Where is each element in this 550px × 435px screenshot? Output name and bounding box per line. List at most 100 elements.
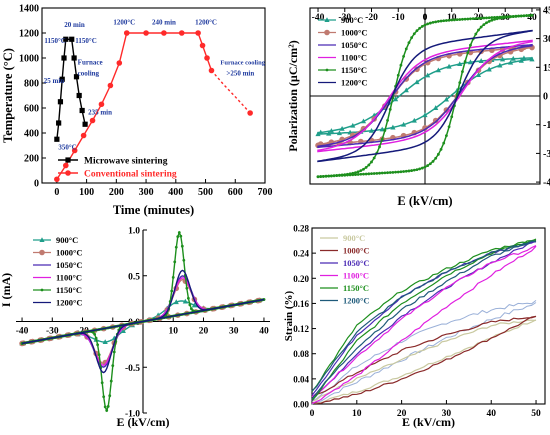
data-point xyxy=(173,260,177,264)
series-1100c xyxy=(311,245,537,404)
series-1200c xyxy=(21,269,265,374)
data-point xyxy=(486,66,492,72)
data-point xyxy=(186,296,190,300)
data-point xyxy=(446,63,452,69)
series-1000c xyxy=(311,315,537,404)
data-point xyxy=(431,20,435,24)
legend: 900°C 1000°C 1050°C 1100°C 1150°C 1200°C xyxy=(320,233,370,306)
data-point xyxy=(493,17,496,21)
data-point xyxy=(98,101,105,108)
data-point xyxy=(316,175,320,179)
data-point xyxy=(116,60,123,66)
legend-marker xyxy=(39,249,45,256)
data-point xyxy=(423,165,427,169)
series-conventional-sintering xyxy=(54,30,253,183)
legend-marker xyxy=(324,29,330,36)
data-point xyxy=(93,332,97,336)
data-point xyxy=(324,174,328,178)
data-point xyxy=(339,125,345,131)
data-point xyxy=(490,16,494,19)
data-point xyxy=(195,30,201,36)
data-point xyxy=(431,159,435,163)
data-point xyxy=(94,336,98,340)
data-point xyxy=(412,168,416,172)
annotation: 1150°C xyxy=(44,37,65,45)
data-point xyxy=(433,105,439,110)
x-tick-label: 600 xyxy=(228,187,243,198)
data-point xyxy=(319,175,323,178)
data-point xyxy=(469,17,472,21)
x-tick-label: 40 xyxy=(527,13,537,23)
data-point xyxy=(123,30,130,36)
x-tick-label: 0 xyxy=(310,409,315,419)
data-point xyxy=(443,96,449,102)
legend-label: 900°C xyxy=(341,15,363,25)
data-point xyxy=(375,171,379,175)
data-point xyxy=(477,16,480,20)
data-point xyxy=(328,128,334,133)
legend-label: 1200°C xyxy=(341,78,368,88)
data-point xyxy=(434,20,438,24)
data-point xyxy=(173,299,179,305)
data-point xyxy=(107,82,114,89)
y-tick-label: 800 xyxy=(24,79,39,90)
data-point xyxy=(529,56,535,62)
data-point xyxy=(356,170,360,174)
data-point xyxy=(479,25,483,29)
x-tick-label: 0 xyxy=(423,13,428,23)
y-tick-label: 0.08 xyxy=(293,349,309,359)
data-point xyxy=(420,166,424,170)
annotation: >250 min xyxy=(226,70,254,78)
x-tick-label: -10 xyxy=(392,13,405,23)
data-point xyxy=(106,404,110,408)
data-point xyxy=(422,112,428,118)
x-tick-label: -40 xyxy=(16,327,29,337)
data-point xyxy=(329,174,333,178)
data-point xyxy=(204,55,210,61)
data-point xyxy=(56,120,62,126)
data-point xyxy=(525,14,529,17)
y-axis-title: Polarization (µC/cm²) xyxy=(286,40,300,151)
x-axis-title: E (kV/cm) xyxy=(402,415,455,429)
data-point xyxy=(354,171,357,175)
data-point xyxy=(102,339,108,344)
data-point xyxy=(436,20,440,23)
data-point xyxy=(182,298,188,304)
data-point xyxy=(458,81,462,85)
series-line xyxy=(311,238,537,392)
data-point xyxy=(482,16,486,20)
legend-marker xyxy=(65,170,71,176)
series-line xyxy=(311,240,537,392)
data-point xyxy=(509,15,512,18)
data-point xyxy=(418,167,422,171)
y-tick-label: 1.0 xyxy=(128,227,140,237)
legend-label: 1000°C xyxy=(341,28,368,38)
data-point xyxy=(170,289,174,293)
y-tick-label: 600 xyxy=(24,104,39,115)
y-tick-label: 15 xyxy=(543,63,550,74)
panel-b-polarization-chart: -40-30-20-10010203040-45-30-150153045E (… xyxy=(286,5,550,208)
data-point xyxy=(498,15,502,19)
data-point xyxy=(112,350,116,354)
data-point xyxy=(359,169,363,173)
x-axis-title: E (kV/cm) xyxy=(117,415,170,429)
data-point xyxy=(362,172,365,176)
data-point xyxy=(359,172,363,176)
loop-1150c xyxy=(316,13,534,179)
data-point xyxy=(368,127,375,133)
x-tick-label: 10 xyxy=(168,327,178,337)
data-point xyxy=(396,170,400,174)
series-line xyxy=(311,240,537,396)
data-point xyxy=(412,32,416,36)
data-point xyxy=(120,328,126,333)
data-point xyxy=(178,30,185,36)
data-point xyxy=(517,14,521,18)
data-point xyxy=(388,107,392,111)
legend-label: 1150°C xyxy=(343,283,369,293)
data-point xyxy=(404,47,408,51)
data-point xyxy=(490,18,494,22)
data-point xyxy=(466,17,470,21)
series-line xyxy=(311,319,537,404)
x-axis-title: Time (minutes) xyxy=(113,203,194,217)
data-point xyxy=(518,57,524,63)
